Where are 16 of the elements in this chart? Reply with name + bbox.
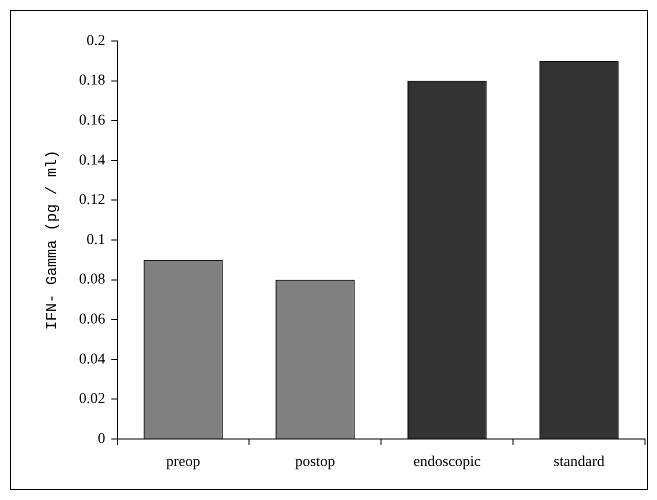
y-tick-label: 0.1: [86, 232, 106, 248]
y-tick-label: 0: [98, 430, 106, 447]
y-tick-label: 0.04: [79, 351, 106, 368]
y-tick-label: 0.14: [79, 152, 106, 168]
x-tick-label: postop: [295, 454, 336, 470]
x-tick-label: standard: [554, 454, 605, 470]
y-axis-title: IFN- Gamma (pg / ml): [44, 150, 61, 330]
y-tick-label: 0.02: [79, 391, 106, 408]
y-tick-label: 0.08: [79, 272, 106, 288]
y-tick-label: 0.2: [86, 32, 106, 49]
y-tick-label: 0.18: [79, 72, 106, 89]
y-tick-label: 0.16: [79, 112, 106, 129]
x-tick-label: preop: [166, 454, 200, 470]
y-tick-label: 0.06: [79, 312, 106, 328]
y-tick-label: 0.12: [79, 192, 106, 208]
x-tick-label: endoscopic: [413, 454, 482, 470]
